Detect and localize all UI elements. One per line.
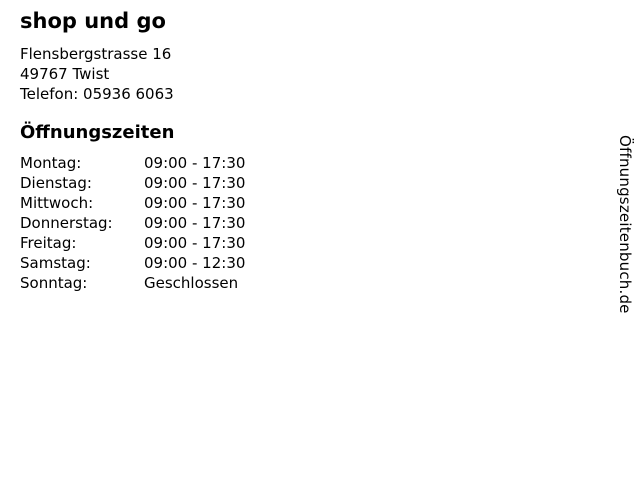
hours-value: 09:00 - 17:30 <box>144 214 246 232</box>
hours-value: 09:00 - 17:30 <box>144 154 246 172</box>
hours-value: 09:00 - 12:30 <box>144 254 246 272</box>
address-block: Flensbergstrasse 16 49767 Twist Telefon:… <box>20 44 174 104</box>
hours-row: Montag: 09:00 - 17:30 <box>20 153 245 173</box>
hours-table: Montag: 09:00 - 17:30 Dienstag: 09:00 - 17:… <box>20 153 245 293</box>
address-street: Flensbergstrasse 16 <box>20 45 172 63</box>
day-label: Montag: <box>20 154 82 172</box>
day-label: Donnerstag: <box>20 214 113 232</box>
hours-value: 09:00 - 17:30 <box>144 234 246 252</box>
business-name: shop und go <box>20 9 166 33</box>
hours-row: Donnerstag: 09:00 - 17:30 <box>20 213 245 233</box>
watermark-site-name: Öffnungszeitenbuch.de <box>616 135 634 314</box>
day-label: Mittwoch: <box>20 194 94 212</box>
phone-line: Telefon: 05936 6063 <box>20 85 174 103</box>
hours-value: Geschlossen <box>144 274 239 292</box>
hours-heading: Öffnungszeiten <box>20 122 175 143</box>
hours-value: 09:00 - 17:30 <box>144 194 246 212</box>
hours-row: Samstag: 09:00 - 12:30 <box>20 253 245 273</box>
day-label: Samstag: <box>20 254 91 272</box>
hours-row: Dienstag: 09:00 - 17:30 <box>20 173 245 193</box>
hours-row: Sonntag: Geschlossen <box>20 273 245 293</box>
address-city: 49767 Twist <box>20 65 110 83</box>
hours-row: Freitag: 09:00 - 17:30 <box>20 233 245 253</box>
day-label: Dienstag: <box>20 174 92 192</box>
hours-row: Mittwoch: 09:00 - 17:30 <box>20 193 245 213</box>
day-label: Freitag: <box>20 234 77 252</box>
hours-value: 09:00 - 17:30 <box>144 174 246 192</box>
day-label: Sonntag: <box>20 274 88 292</box>
